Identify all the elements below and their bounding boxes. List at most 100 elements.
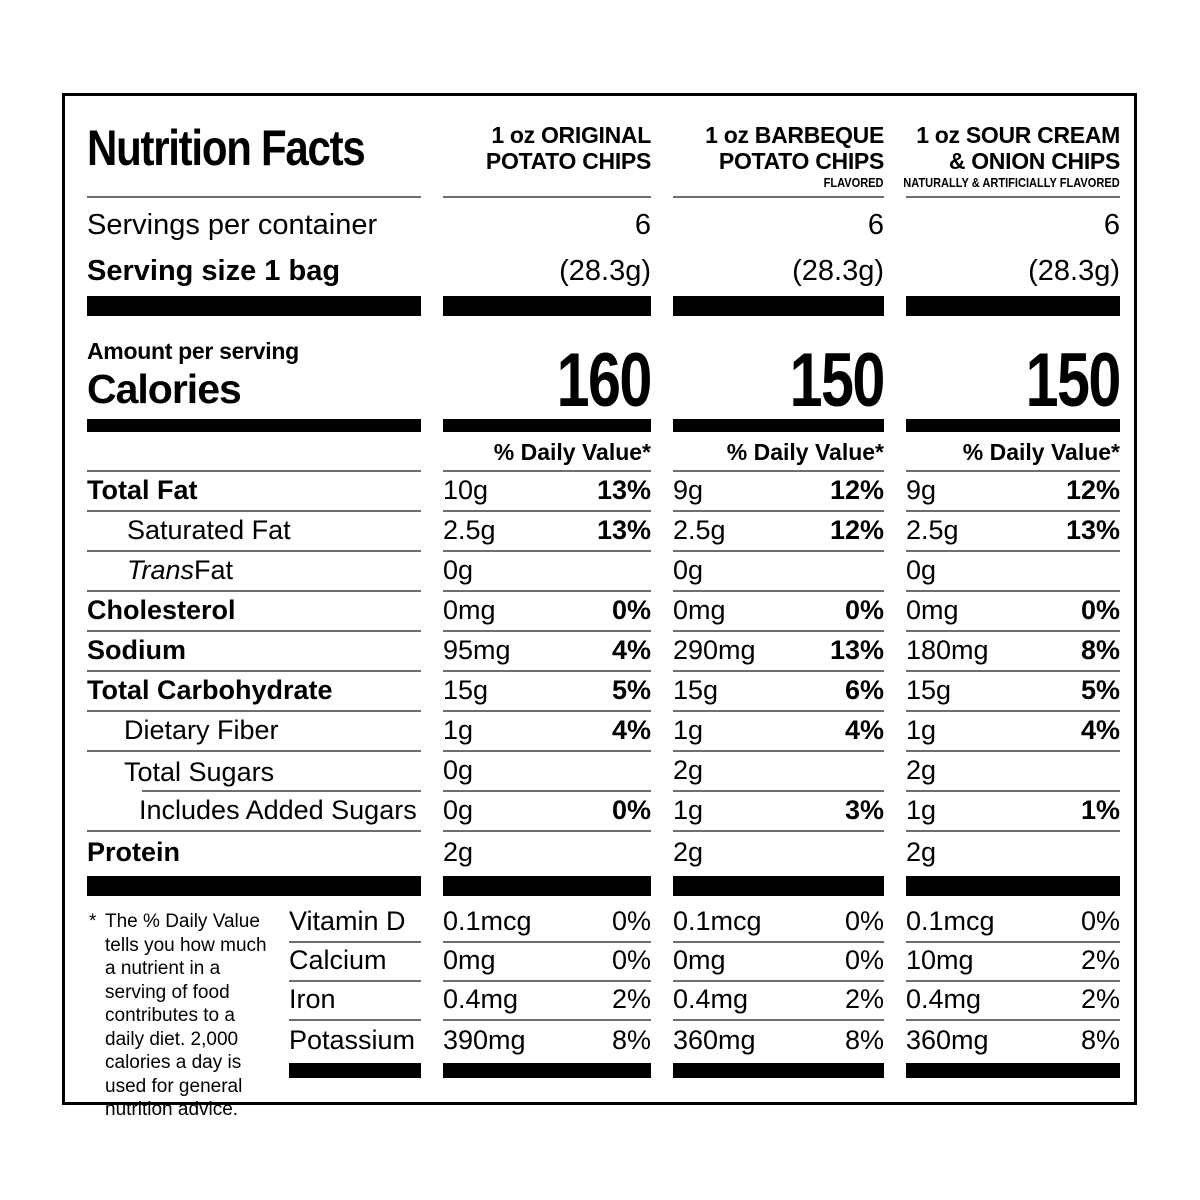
separator-bar [87,419,421,432]
separator-bar [289,1063,421,1078]
calories-value-cell: 150 [673,330,886,423]
separator-bar [906,296,1120,316]
vitamin-amount: 390mg [443,1025,526,1055]
product-name-line1: 1 oz SOUR CREAM [916,122,1120,148]
nutrient-label: Protein [87,837,181,867]
vitamin-dv: 8% [611,1025,651,1055]
footnote-asterisk: * [89,911,97,932]
vitamin-amount: 0.4mg [673,984,749,1014]
calories-value-cell: 160 [443,330,653,423]
product-name-line1: 1 oz BARBEQUE [705,122,884,148]
nutrient-label: Total Sugars [87,752,421,792]
vitamin-dv: 0% [844,906,884,936]
vitamin-dv: 0% [611,945,651,975]
separator-bar [673,296,884,316]
nutrient-amount: 0mg [443,595,496,625]
nutrient-dv: 3% [844,795,884,825]
product-name-line2: POTATO CHIPS [485,148,651,174]
calories-value: 150 [789,338,886,423]
vitamin-row: 0.4mg 2% [906,982,1120,1021]
nutrient-dv: 0% [611,595,651,625]
nutrient-label: Sodium [87,632,421,672]
label-grid: Nutrition Facts 1 oz ORIGINAL POTATO CHI… [87,110,1122,1122]
separator-bar [906,419,1120,432]
separator-bar [87,876,421,896]
vitamin-names-column: Vitamin D Calcium Iron Potassium [289,904,421,1122]
separator-bar [673,876,884,896]
vitamin-row: 390mg 8% [443,1021,651,1060]
vitamin-amount: 360mg [673,1025,756,1055]
vitamin-dv: 8% [844,1025,884,1055]
separator-bar [443,296,651,316]
nutrient-amount: 0g [443,555,474,585]
nutrient-dv: 4% [611,635,651,665]
vitamin-amount: 0mg [443,945,496,975]
product-name-line1: 1 oz ORIGINAL [491,122,651,148]
vitamin-amount: 0.4mg [906,984,982,1014]
separator-bar [673,1063,884,1078]
vitamin-dv: 0% [844,945,884,975]
nutrient-amount: 2.5g [443,515,496,545]
nutrient-dv: 13% [829,635,884,665]
calories-value: 160 [556,338,653,423]
nutrient-dv: 12% [829,515,884,545]
nutrient-amount: 9g [673,475,704,505]
flavor-note: FLAVORED [824,175,884,190]
vitamin-label: Potassium [289,1025,416,1055]
vitamin-row: 0.4mg 2% [673,982,884,1021]
nutrient-amount: 1g [906,795,937,825]
nutrient-amount: 2.5g [673,515,726,545]
nutrient-amount: 2g [906,755,937,785]
nutrient-dv: 13% [1065,515,1120,545]
vitamin-label: Iron [289,982,421,1021]
product-name-line2: & ONION CHIPS [948,148,1120,174]
calories-value: 150 [1025,338,1122,423]
nutrient-amount: 1g [673,715,704,745]
nutrient-amount: 0mg [906,595,959,625]
vitamin-row: 360mg 8% [673,1021,884,1060]
vitamin-row: 0mg 0% [673,943,884,982]
serving-size-value: (28.3g) [792,255,884,287]
nutrient-amount: 0mg [673,595,726,625]
servings-value: 6 [867,209,884,241]
nutrient-amount: 0g [443,795,474,825]
nutrient-amount: 0g [443,755,474,785]
nutrient-amount: 15g [443,675,489,705]
nutrient-dv: 13% [596,475,651,505]
product-header-original: 1 oz ORIGINAL POTATO CHIPS [443,110,651,198]
product-header-barbeque: 1 oz BARBEQUE POTATO CHIPS FLAVORED [673,110,884,198]
separator-bar [906,876,1120,896]
serving-size-label: Serving size 1 bag [87,255,341,287]
separator-bar [906,1063,1120,1078]
daily-value-footnote: * The % Daily Value tells you how much a… [87,904,289,1122]
separator-bar [443,1063,651,1078]
separator-bar [87,296,421,316]
vitamin-label: Vitamin D [289,904,421,943]
vitamin-amount: 10mg [906,945,974,975]
servings-label: Servings per container [87,209,378,241]
separator-bar [443,419,651,432]
vitamin-dv: 2% [611,984,651,1014]
nutrient-label: Trans Fat [87,552,421,592]
daily-value-header: % Daily Value* [962,439,1120,465]
vitamin-label: Calcium [289,943,421,982]
separator-bar [443,876,651,896]
nutrient-dv: 4% [844,715,884,745]
vitamin-values-sour-cream-onion: 0.1mcg 0% 10mg 2% 0.4mg 2% 360mg 8% [906,904,1120,1122]
serving-size-value: (28.3g) [1028,255,1120,287]
vitamin-amount: 0.1mcg [443,906,532,936]
nutrient-dv: 0% [844,595,884,625]
nutrient-amount: 9g [906,475,937,505]
vitamin-row: 0mg 0% [443,943,651,982]
nutrient-amount: 2.5g [906,515,959,545]
nutrient-amount: 10g [443,475,489,505]
vitamin-row: 0.1mcg 0% [906,904,1120,943]
vitamin-dv: 2% [1080,945,1120,975]
nutrient-amount: 0g [906,555,937,585]
nutrient-dv: 0% [611,795,651,825]
calories-label: Calories [87,366,242,412]
nutrient-amount: 1g [906,715,937,745]
vitamin-row: 0.1mcg 0% [673,904,884,943]
vitamin-dv: 2% [1080,984,1120,1014]
servings-value: 6 [634,209,651,241]
